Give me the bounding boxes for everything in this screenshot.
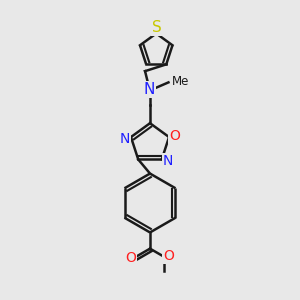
Text: N: N xyxy=(119,131,130,146)
Text: O: O xyxy=(169,129,180,142)
Text: N: N xyxy=(144,82,155,97)
Text: O: O xyxy=(125,251,136,265)
Text: N: N xyxy=(163,154,173,168)
Text: S: S xyxy=(152,20,162,35)
Text: O: O xyxy=(164,249,175,263)
Text: Me: Me xyxy=(172,75,190,88)
